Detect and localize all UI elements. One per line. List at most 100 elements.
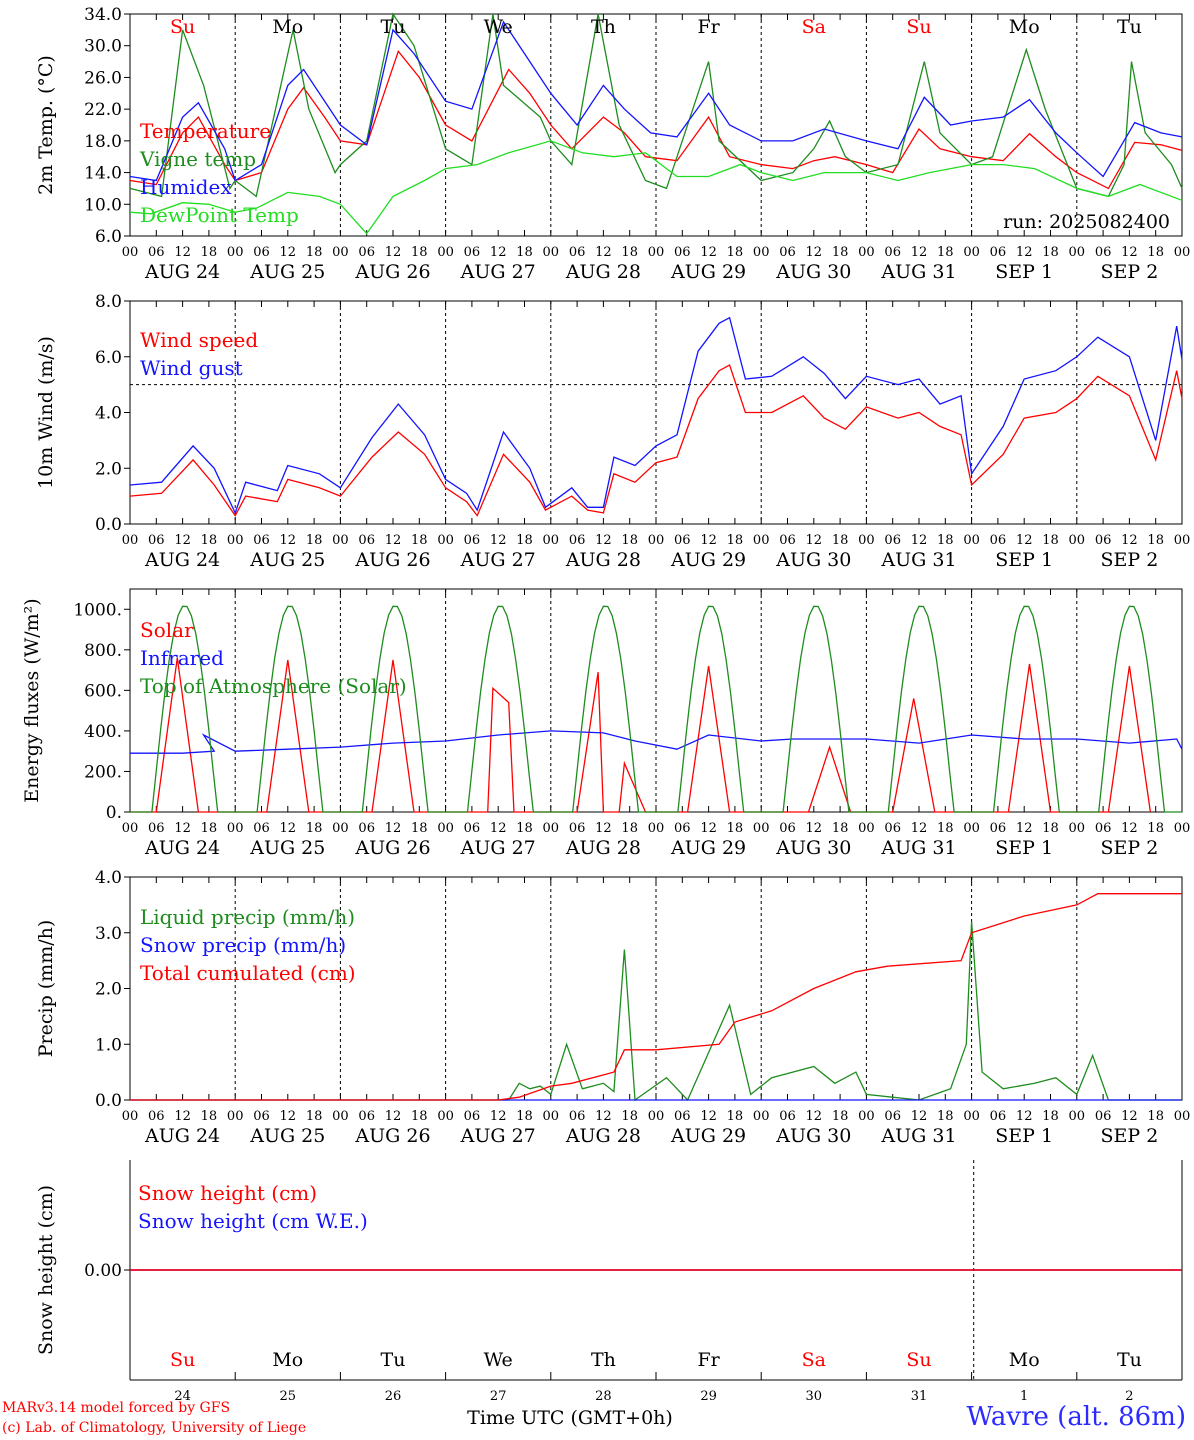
hour-tick-label: 18 [1147, 245, 1164, 260]
hour-tick-label: 18 [1042, 821, 1059, 836]
y-tick-label: 3.0 [95, 924, 122, 944]
day-label: SEP 2 [1100, 261, 1158, 283]
hour-tick-label: 12 [490, 1109, 507, 1124]
hour-tick-label: 00 [753, 821, 770, 836]
hour-tick-label: 06 [674, 821, 691, 836]
hour-tick-label: 06 [569, 821, 586, 836]
hour-tick-label: 06 [884, 821, 901, 836]
run-label: run: 2025082400 [1003, 211, 1170, 233]
hour-tick-label: 06 [253, 1109, 270, 1124]
weekday-label: Tu [381, 16, 406, 38]
y-tick-label: 0. [106, 803, 122, 823]
hour-tick-label: 00 [753, 533, 770, 548]
hour-tick-label: 12 [1121, 533, 1138, 548]
hour-tick-label: 12 [595, 1109, 612, 1124]
hour-tick-label: 06 [779, 821, 796, 836]
hour-tick-label: 00 [1069, 245, 1086, 260]
hour-tick-label: 00 [227, 245, 244, 260]
hour-tick-label: 00 [227, 533, 244, 548]
day-label: SEP 1 [995, 549, 1053, 571]
series-line [130, 921, 1182, 1102]
hour-tick-label: 00 [122, 1109, 139, 1124]
hour-tick-label: 12 [174, 245, 191, 260]
day-label: SEP 2 [1100, 837, 1158, 859]
hour-tick-label: 00 [1174, 533, 1191, 548]
hour-tick-label: 00 [858, 245, 875, 260]
legend-label: Wind gust [140, 356, 243, 380]
hour-tick-label: 12 [700, 533, 717, 548]
hour-tick-label: 00 [1069, 1109, 1086, 1124]
hour-tick-label: 12 [385, 245, 402, 260]
weekday-label: Mo [1009, 16, 1040, 38]
hour-tick-label: 12 [280, 245, 297, 260]
day-label: AUG 26 [354, 1125, 430, 1147]
date-label: 30 [806, 1389, 823, 1404]
hour-tick-label: 18 [516, 1109, 533, 1124]
hour-tick-label: 06 [990, 1109, 1007, 1124]
date-label: 26 [385, 1389, 402, 1404]
hour-tick-label: 06 [253, 821, 270, 836]
hour-tick-label: 00 [122, 533, 139, 548]
y-tick-label: 8.0 [95, 292, 122, 312]
hour-tick-label: 06 [358, 245, 375, 260]
day-label: SEP 2 [1100, 1125, 1158, 1147]
hour-tick-label: 12 [595, 821, 612, 836]
y-tick-label: 1000. [73, 600, 122, 620]
weekday-label: Tu [1117, 1349, 1142, 1371]
legend-label: Vigne temp [139, 147, 256, 171]
hour-tick-label: 06 [148, 1109, 165, 1124]
hour-tick-label: 06 [464, 821, 481, 836]
hour-tick-label: 18 [411, 1109, 428, 1124]
day-label: AUG 27 [460, 549, 536, 571]
y-tick-label: 400. [84, 722, 122, 742]
weekday-label: Sa [802, 1349, 826, 1371]
day-label: AUG 28 [565, 549, 641, 571]
weekday-label: Mo [272, 1349, 303, 1371]
day-label: AUG 26 [354, 837, 430, 859]
hour-tick-label: 12 [280, 821, 297, 836]
day-label: AUG 29 [670, 837, 746, 859]
hour-tick-label: 18 [411, 533, 428, 548]
day-label: AUG 27 [460, 261, 536, 283]
hour-tick-label: 12 [806, 533, 823, 548]
hour-tick-label: 12 [700, 245, 717, 260]
hour-tick-label: 12 [490, 821, 507, 836]
legend-label: Total cumulated (cm) [140, 961, 356, 985]
hour-tick-label: 00 [1069, 533, 1086, 548]
day-label: AUG 25 [249, 837, 325, 859]
series-line [130, 730, 1183, 754]
date-label: 25 [280, 1389, 297, 1404]
hour-tick-label: 18 [201, 533, 218, 548]
series-line [129, 316, 1183, 515]
weekday-label: We [484, 1349, 513, 1371]
hour-tick-label: 00 [332, 1109, 349, 1124]
hour-tick-label: 12 [911, 1109, 928, 1124]
y-axis-label: Snow height (cm) [35, 1185, 57, 1355]
hour-tick-label: 06 [674, 1109, 691, 1124]
hour-tick-label: 18 [1042, 1109, 1059, 1124]
y-tick-label: 2.0 [95, 980, 122, 1000]
weekday-label: Su [906, 1349, 931, 1371]
hour-tick-label: 18 [832, 1109, 849, 1124]
weekday-label: Sa [802, 16, 826, 38]
legend-label: Wind speed [140, 328, 258, 352]
hour-tick-label: 00 [858, 821, 875, 836]
day-label: AUG 26 [354, 261, 430, 283]
legend-label: Top of Atmosphere (Solar) [140, 674, 407, 698]
hour-tick-label: 06 [464, 245, 481, 260]
hour-tick-label: 12 [174, 821, 191, 836]
hour-tick-label: 06 [674, 245, 691, 260]
series-line [129, 49, 1183, 190]
series-line [129, 140, 1183, 235]
hour-tick-label: 12 [1016, 533, 1033, 548]
hour-tick-label: 06 [884, 245, 901, 260]
hour-tick-label: 00 [543, 1109, 560, 1124]
hour-tick-label: 00 [543, 245, 560, 260]
hour-tick-label: 00 [1174, 245, 1191, 260]
y-tick-label: 0.0 [95, 1091, 122, 1111]
day-label: AUG 30 [775, 1125, 851, 1147]
day-label: AUG 28 [565, 1125, 641, 1147]
day-label: AUG 25 [249, 261, 325, 283]
hour-tick-label: 12 [385, 1109, 402, 1124]
